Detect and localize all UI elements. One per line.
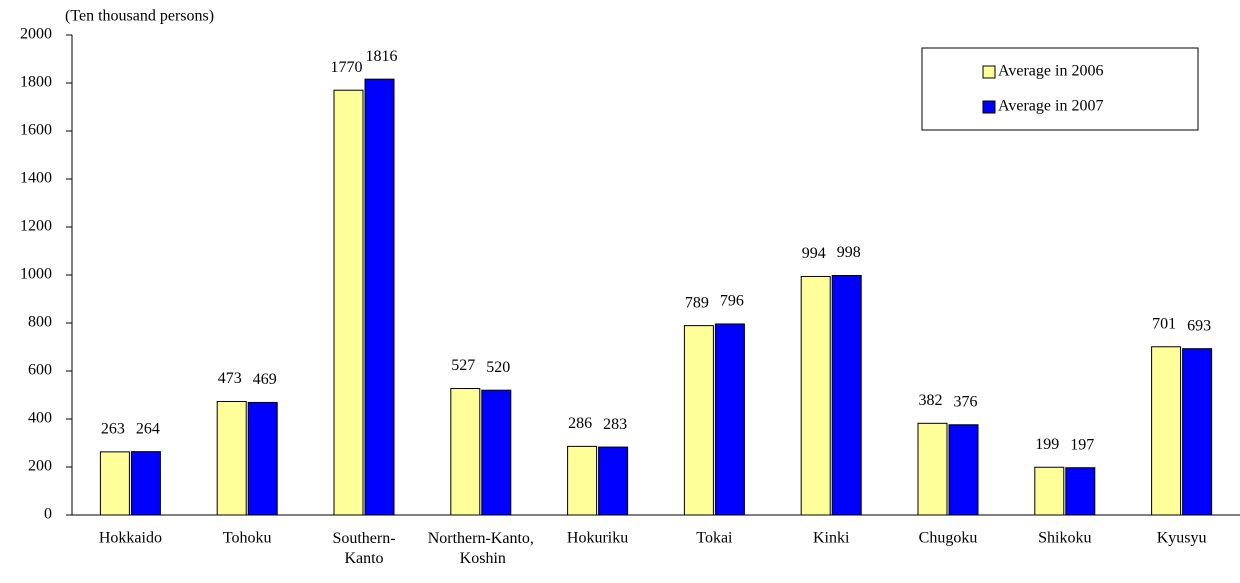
data-label: 1770 [331, 59, 363, 76]
bar [1151, 346, 1182, 516]
x-tick-label: Tohoku [223, 530, 272, 547]
bar [130, 451, 161, 516]
legend-label: Average in 2007 [998, 98, 1103, 115]
bar [99, 451, 130, 516]
y-tick-label: 600 [28, 362, 52, 379]
x-tick-label: Kyusyu [1157, 530, 1207, 547]
y-tick-label: 1000 [20, 266, 52, 283]
x-tick-label: Northern-Kanto, Koshin [428, 530, 534, 567]
bar [714, 323, 745, 516]
x-tick-label-line: Kanto [344, 550, 383, 567]
x-tick-label: Hokuriku [567, 530, 628, 547]
data-label: 264 [136, 420, 160, 437]
data-label: 796 [720, 293, 744, 310]
bar [948, 424, 979, 516]
x-tick-label-line: Southern- [332, 530, 395, 547]
y-tick-label: 0 [44, 506, 52, 523]
legend-swatch [982, 65, 996, 79]
bar [481, 389, 512, 516]
data-label: 998 [837, 244, 861, 261]
x-tick-label: Southern- Kanto [332, 530, 395, 567]
y-tick-label: 400 [28, 410, 52, 427]
y-tick-label: 2000 [20, 26, 52, 43]
bar [567, 445, 598, 516]
bar [216, 400, 247, 516]
data-label: 283 [603, 416, 627, 433]
legend-box [921, 47, 1199, 131]
bar [364, 78, 395, 516]
data-label: 527 [451, 357, 475, 374]
data-label: 701 [1152, 315, 1176, 332]
bar [1065, 467, 1096, 516]
data-label: 520 [486, 359, 510, 376]
bar [1182, 348, 1213, 516]
data-label: 473 [218, 370, 242, 387]
data-label: 263 [101, 421, 125, 438]
x-tick-label-line: Northern-Kanto, [428, 530, 534, 547]
bar [598, 446, 629, 516]
data-label: 286 [568, 415, 592, 432]
x-tick-label: Tokai [696, 530, 733, 547]
y-tick-label: 1600 [20, 122, 52, 139]
data-label: 376 [954, 393, 978, 410]
data-label: 789 [685, 294, 709, 311]
y-tick-label: 800 [28, 314, 52, 331]
data-label: 199 [1035, 436, 1059, 453]
bar [247, 401, 278, 516]
bar [800, 275, 831, 516]
data-label: 994 [802, 245, 826, 262]
bar [450, 388, 481, 516]
legend-label: Average in 2006 [998, 63, 1103, 80]
bar [1034, 466, 1065, 516]
y-axis-title: (Ten thousand persons) [65, 8, 214, 25]
x-tick-label: Kinki [813, 530, 850, 547]
y-tick-label: 1800 [20, 74, 52, 91]
bar [333, 89, 364, 516]
x-tick-label: Shikoku [1038, 530, 1091, 547]
y-tick-label: 1400 [20, 170, 52, 187]
y-tick-label: 1200 [20, 218, 52, 235]
data-label: 197 [1070, 436, 1094, 453]
bar [683, 325, 714, 516]
x-tick-label: Chugoku [919, 530, 978, 547]
data-label: 1816 [366, 48, 398, 65]
bar [831, 274, 862, 516]
x-tick-label: Hokkaido [99, 530, 162, 547]
bar [917, 422, 948, 516]
data-label: 382 [919, 392, 943, 409]
y-tick-label: 200 [28, 458, 52, 475]
data-label: 469 [253, 371, 277, 388]
legend-swatch [982, 100, 996, 114]
x-tick-label-line: Koshin [456, 550, 506, 567]
data-label: 693 [1187, 317, 1211, 334]
